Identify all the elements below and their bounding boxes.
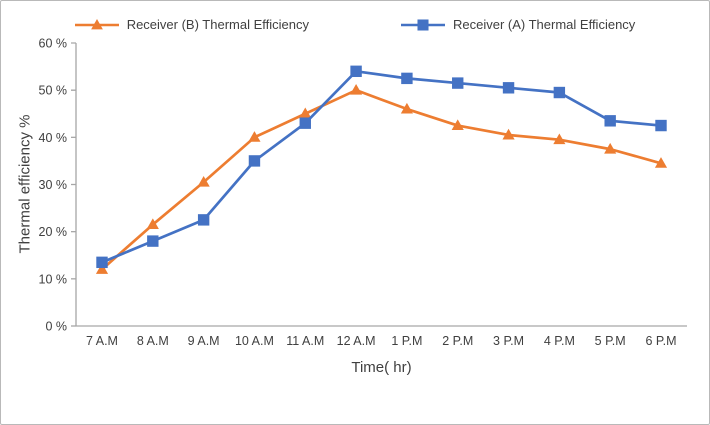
data-point [248, 131, 261, 142]
data-point [553, 86, 566, 99]
y-tick-label: 30 % [39, 178, 68, 192]
y-tick-label: 50 % [39, 84, 68, 98]
x-tick-label: 9 A.M [188, 334, 220, 348]
series-line [100, 69, 663, 264]
data-point [197, 175, 210, 187]
data-point [350, 83, 363, 95]
y-tick-label: 40 % [39, 131, 68, 145]
data-point [400, 102, 413, 114]
y-axis-title: Thermal efficiency % [16, 114, 34, 254]
data-point [96, 256, 108, 269]
y-tick-label: 60 % [39, 37, 68, 51]
data-point [95, 263, 109, 274]
chart-legend: Receiver (B) Thermal Efficiency Receiver… [1, 17, 709, 32]
data-point [604, 115, 616, 127]
x-tick-label: 1 P.M [391, 334, 422, 348]
data-point [248, 155, 261, 167]
x-tick-label: 4 P.M [544, 334, 575, 348]
data-point [197, 214, 210, 226]
series-line [100, 88, 663, 271]
x-tick-label: 2 P.M [442, 334, 473, 348]
data-point [350, 65, 362, 78]
square-marker-icon [401, 18, 445, 31]
data-point [655, 119, 667, 132]
legend-label-receiver-b: Receiver (B) Thermal Efficiency [126, 17, 309, 32]
data-point [147, 235, 159, 247]
x-tick-label: 5 P.M [595, 334, 626, 348]
data-point [299, 117, 311, 129]
legend-label-receiver-a: Receiver (A) Thermal Efficiency [453, 17, 636, 32]
data-point [90, 18, 103, 29]
legend-item-receiver-b: Receiver (B) Thermal Efficiency [74, 17, 309, 32]
y-tick-label: 10 % [39, 272, 68, 286]
data-point [502, 128, 515, 140]
series-0 [95, 83, 668, 274]
x-tick-label: 8 A.M [137, 334, 169, 348]
data-point [401, 72, 413, 85]
data-point [417, 18, 429, 31]
data-point [452, 77, 464, 89]
x-tick-label: 10 A.M [235, 334, 274, 348]
x-tick-label: 12 A.M [337, 334, 376, 348]
x-tick-label: 11 A.M [286, 334, 324, 348]
data-point [451, 119, 464, 131]
data-point [604, 142, 617, 154]
triangle-marker-icon [74, 18, 119, 29]
data-point [299, 107, 312, 119]
data-point [146, 218, 159, 230]
x-tick-label: 6 P.M [645, 334, 676, 348]
x-tick-label: 3 P.M [493, 334, 524, 348]
legend-item-receiver-a: Receiver (A) Thermal Efficiency [401, 17, 635, 32]
data-point [502, 82, 515, 94]
data-point [553, 133, 566, 145]
x-axis-title: Time( hr) [351, 359, 412, 376]
data-point [654, 157, 668, 168]
series-1 [96, 65, 667, 269]
y-tick-label: 20 % [39, 225, 68, 239]
y-tick-label: 0 % [45, 320, 67, 334]
x-tick-label: 7 A.M [86, 334, 118, 348]
